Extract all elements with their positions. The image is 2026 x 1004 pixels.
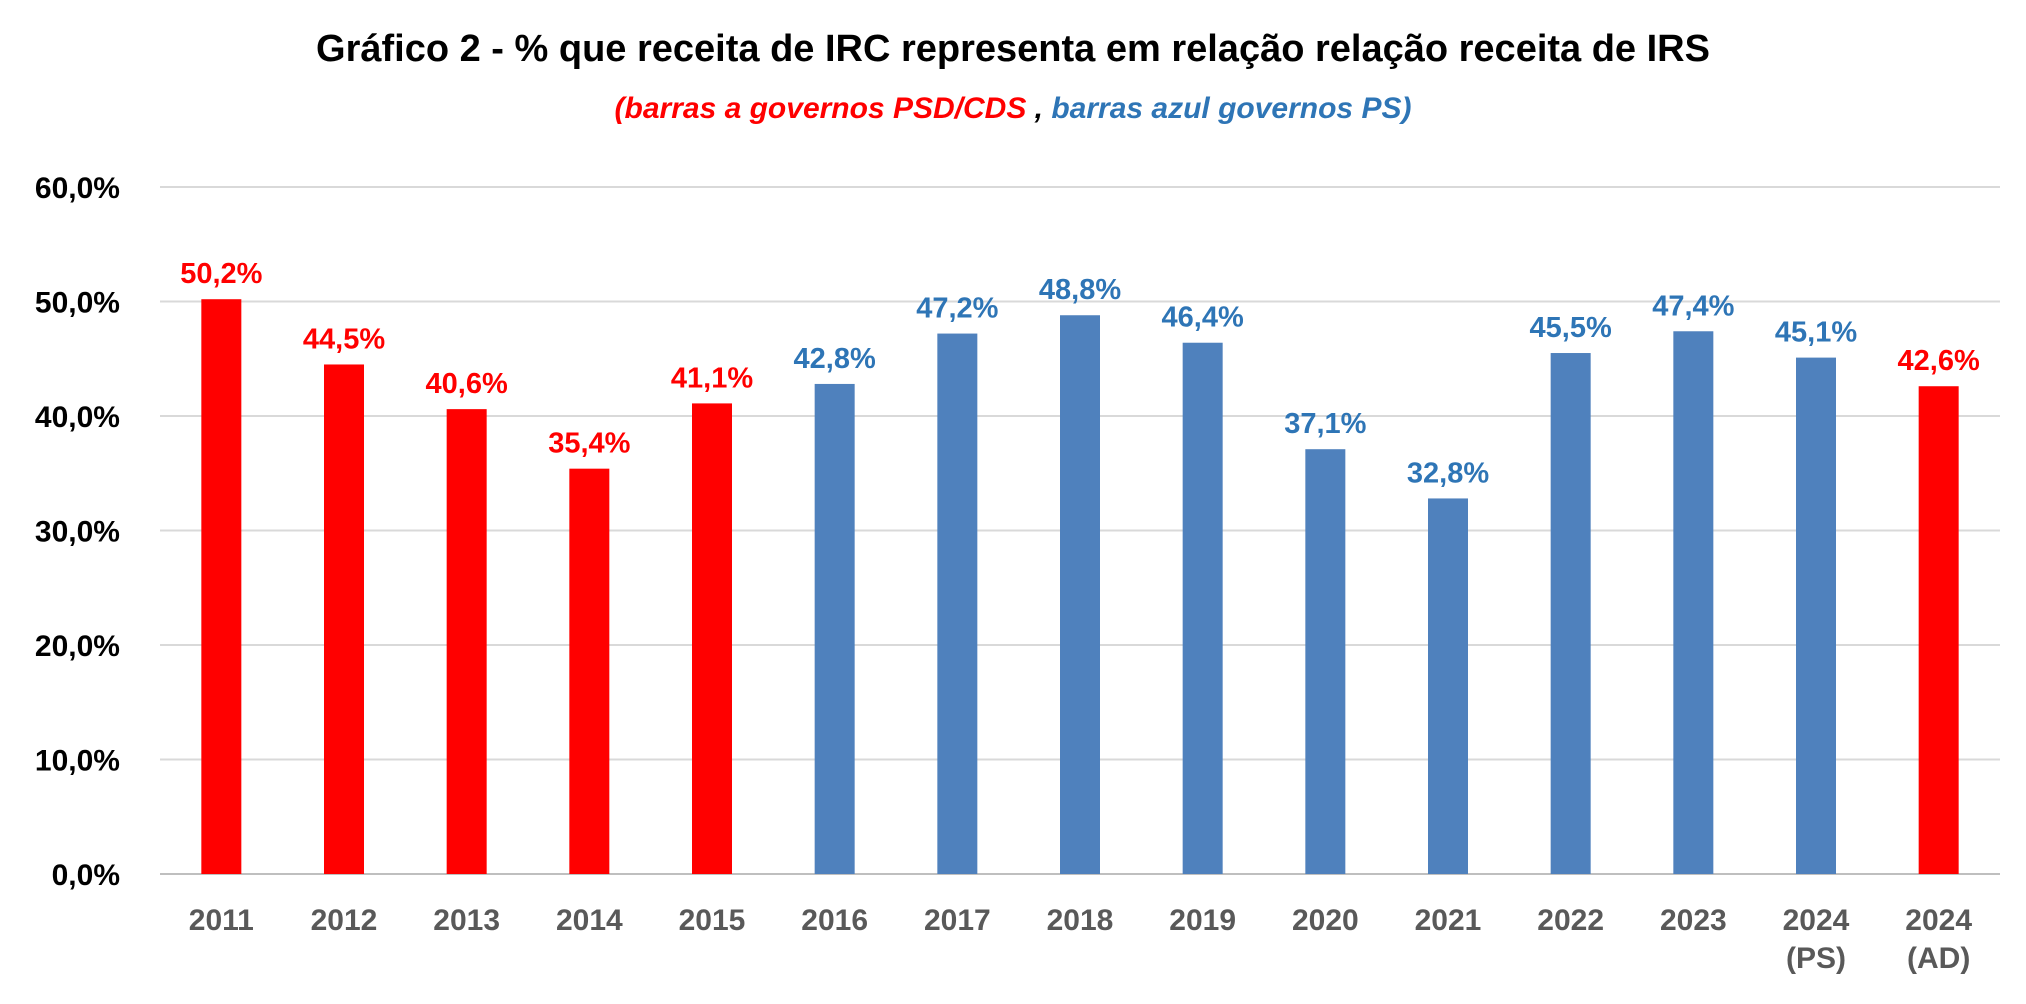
data-label: 42,6% <box>1898 345 1980 377</box>
bar <box>1673 331 1714 874</box>
bar <box>1060 315 1100 874</box>
y-tick-label: 0,0% <box>52 859 120 892</box>
data-label: 37,1% <box>1284 408 1366 440</box>
bar <box>1918 386 1959 874</box>
bar <box>324 364 364 874</box>
data-label: 45,1% <box>1775 317 1857 349</box>
data-label: 32,8% <box>1407 457 1489 489</box>
bar <box>1428 498 1468 874</box>
bar <box>1182 342 1223 875</box>
data-label: 45,5% <box>1530 312 1612 344</box>
data-label: 48,8% <box>1039 274 1121 306</box>
data-label: 47,2% <box>916 293 998 325</box>
x-axis: 2011 2012 2013 2014 2015 2016 2017 2018 2019 2020… <box>189 904 1973 975</box>
data-label: 35,4% <box>548 428 630 460</box>
bar <box>692 403 732 874</box>
data-label: 46,4% <box>1162 302 1244 334</box>
bar <box>937 333 978 874</box>
x-tick-label: 2018 <box>1047 904 1114 937</box>
data-label: 50,2% <box>180 258 262 290</box>
x-tick-label: 2012 <box>311 904 378 937</box>
x-tick-label: 2023 <box>1660 904 1727 937</box>
bar <box>814 383 855 874</box>
x-tick-label: 2022 <box>1537 904 1604 937</box>
y-tick-label: 60,0% <box>35 172 120 205</box>
chart-title: Gráfico 2 - % que receita de IRC represe… <box>316 28 1710 70</box>
subtitle-ps: barras azul governos PS) <box>1051 92 1412 125</box>
data-labels: 50,2% 44,5% 40,6% 35,4% 41,1% 42,8% 47,2% 48,8%… <box>180 258 1980 489</box>
x-tick-label: 2021 <box>1415 904 1482 937</box>
x-tick-label: 2019 <box>1169 904 1236 937</box>
y-tick-label: 20,0% <box>35 630 120 663</box>
bar <box>1796 357 1836 875</box>
bar <box>1305 449 1346 874</box>
chart-subtitle: (barras a governos PSD/CDS , barras azul… <box>0 92 2026 126</box>
data-label: 40,6% <box>426 368 508 400</box>
x-tick-label: 2011 <box>189 904 254 937</box>
x-tick-label: 2013 <box>433 904 500 937</box>
subtitle-separator: , <box>1026 92 1052 125</box>
bar <box>446 409 487 874</box>
data-label: 42,8% <box>794 343 876 375</box>
bar <box>1550 353 1591 874</box>
y-tick-label: 50,0% <box>35 287 120 320</box>
y-tick-label: 30,0% <box>35 516 120 549</box>
x-tick-label: 2015 <box>679 904 746 937</box>
bar <box>569 468 610 874</box>
x-tick-label: (AD) <box>1907 942 1970 975</box>
x-tick-label: (PS) <box>1786 942 1846 975</box>
y-axis: 0,0% 10,0% 20,0% 30,0% 40,0% 50,0% 60,0% <box>35 172 120 892</box>
x-tick-label: 2017 <box>924 904 991 937</box>
data-label: 41,1% <box>671 362 753 394</box>
subtitle-psd-cds: (barras a governos PSD/CDS <box>614 92 1027 125</box>
x-tick-label: 2024 <box>1783 904 1850 937</box>
data-label: 44,5% <box>303 323 385 355</box>
data-label: 47,4% <box>1652 290 1734 322</box>
x-tick-label: 2020 <box>1292 904 1359 937</box>
x-tick-label: 2014 <box>556 904 623 937</box>
y-tick-label: 10,0% <box>35 745 120 778</box>
y-tick-label: 40,0% <box>35 401 120 434</box>
bar <box>201 299 242 875</box>
bars <box>201 299 1959 875</box>
x-tick-label: 2016 <box>801 904 868 937</box>
x-tick-label: 2024 <box>1905 904 1972 937</box>
